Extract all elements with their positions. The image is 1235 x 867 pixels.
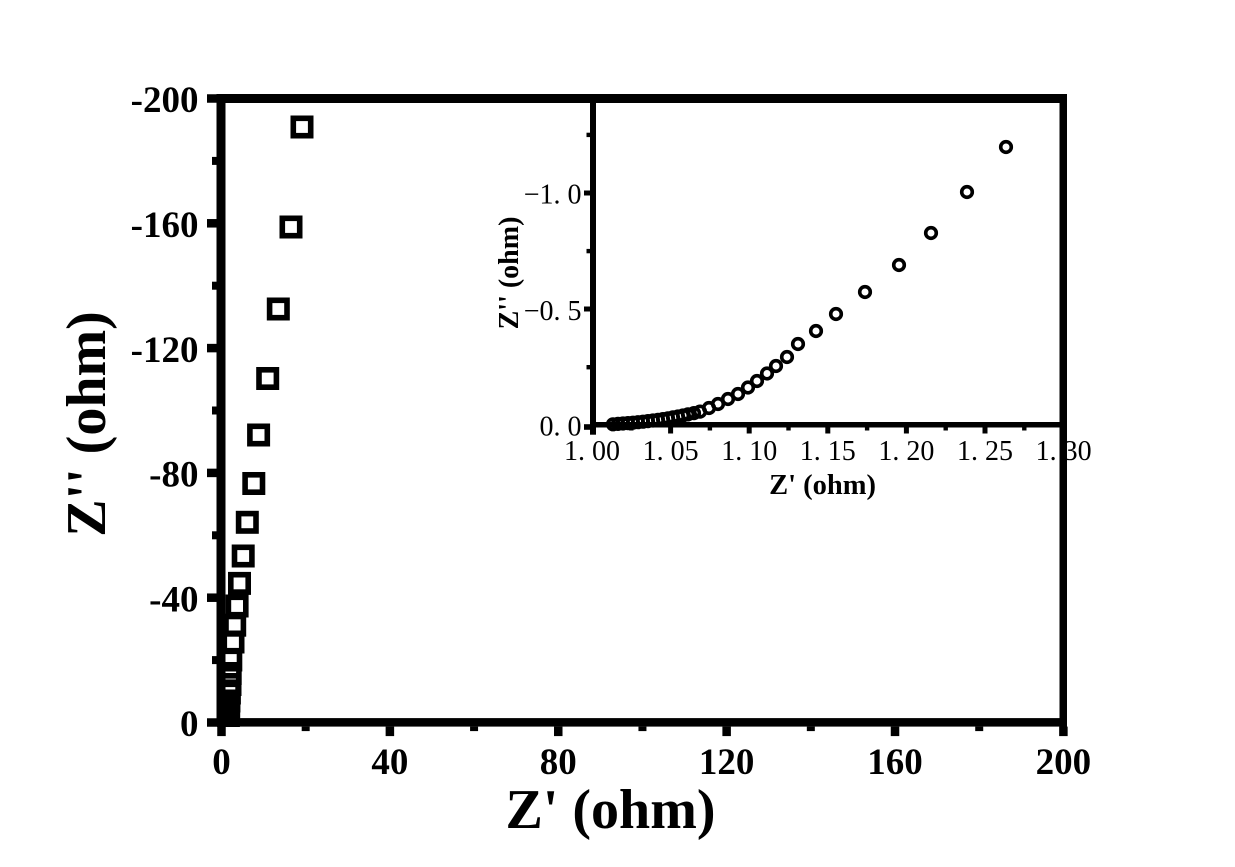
svg-text:200: 200 [1036, 742, 1092, 783]
svg-text:1. 10: 1. 10 [721, 436, 777, 467]
svg-text:160: 160 [867, 742, 923, 783]
svg-text:1. 20: 1. 20 [878, 436, 934, 467]
svg-text:-160: -160 [131, 205, 199, 246]
svg-text:40: 40 [371, 742, 408, 783]
svg-text:1. 25: 1. 25 [957, 436, 1013, 467]
svg-text:0: 0 [212, 742, 231, 783]
svg-text:1. 15: 1. 15 [800, 436, 856, 467]
svg-text:1. 30: 1. 30 [1036, 436, 1092, 467]
svg-text:80: 80 [540, 742, 577, 783]
svg-text:1. 00: 1. 00 [564, 436, 620, 467]
svg-text:0. 0: 0. 0 [540, 411, 582, 442]
svg-text:−0. 5: −0. 5 [524, 296, 582, 327]
svg-text:Z'' (ohm): Z'' (ohm) [494, 217, 525, 330]
svg-text:-40: -40 [149, 579, 198, 620]
svg-text:0: 0 [180, 704, 199, 745]
svg-text:Z' (ohm): Z' (ohm) [769, 470, 876, 501]
svg-text:−1. 0: −1. 0 [524, 179, 582, 210]
svg-text:-80: -80 [149, 455, 198, 496]
svg-text:Z' (ohm): Z' (ohm) [506, 779, 716, 841]
svg-text:-200: -200 [131, 80, 199, 121]
svg-text:Z'' (ohm): Z'' (ohm) [56, 311, 118, 537]
svg-text:1. 05: 1. 05 [643, 436, 699, 467]
svg-text:-120: -120 [131, 330, 199, 371]
svg-text:120: 120 [699, 742, 755, 783]
